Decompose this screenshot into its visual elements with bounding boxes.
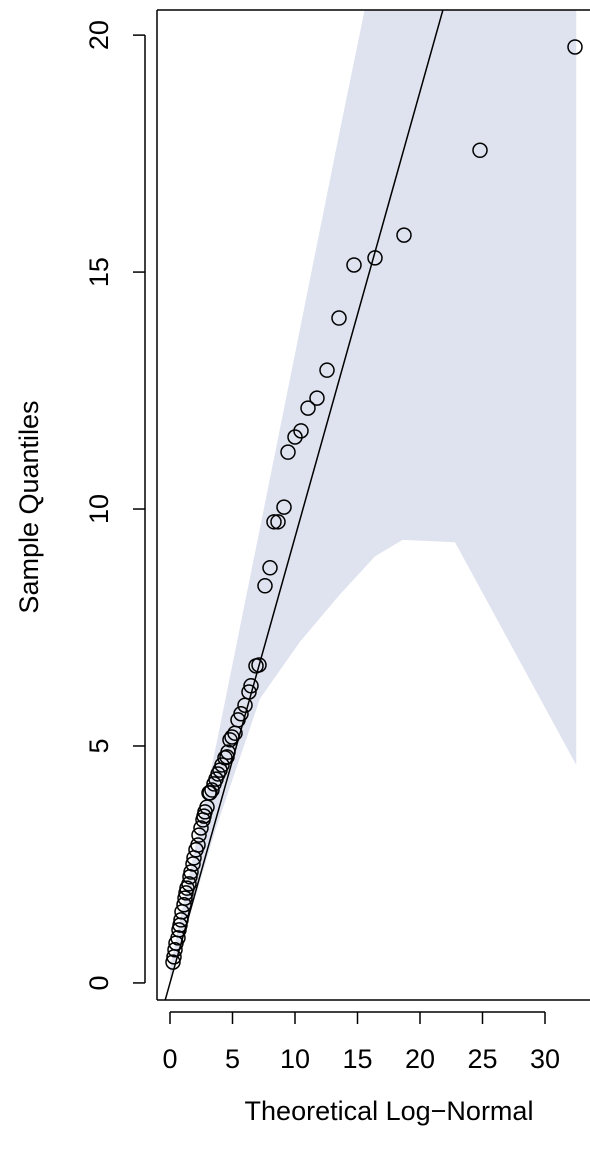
point xyxy=(183,864,199,880)
point xyxy=(214,757,230,773)
point xyxy=(396,227,412,243)
x-tick-label: 15 xyxy=(342,1044,372,1074)
plot-area xyxy=(164,10,577,1000)
y-tick-label: 20 xyxy=(84,20,114,50)
y-axis-label: Sample Quantiles xyxy=(14,400,44,613)
point xyxy=(567,39,583,55)
y-tick-label: 10 xyxy=(84,494,114,524)
x-tick-label: 30 xyxy=(530,1044,560,1074)
point xyxy=(185,856,201,872)
point xyxy=(367,250,383,266)
point xyxy=(204,782,220,798)
point xyxy=(300,400,316,416)
point xyxy=(191,827,207,843)
point xyxy=(257,578,273,594)
point xyxy=(472,142,488,159)
x-tick-label: 10 xyxy=(280,1044,310,1074)
point xyxy=(173,912,189,928)
point xyxy=(280,444,296,460)
point xyxy=(220,744,236,760)
x-tick-label: 0 xyxy=(162,1044,177,1074)
y-tick-label: 5 xyxy=(84,738,114,753)
x-tick-label: 25 xyxy=(467,1044,497,1074)
point xyxy=(190,837,206,853)
point xyxy=(202,785,218,801)
y-tick-label: 15 xyxy=(84,257,114,287)
point xyxy=(165,954,181,970)
point xyxy=(177,890,193,906)
point xyxy=(251,657,267,673)
point xyxy=(346,257,362,273)
x-tick-label: 20 xyxy=(405,1044,435,1074)
point xyxy=(243,678,259,694)
point xyxy=(224,729,240,745)
point xyxy=(319,362,335,378)
y-tick-label: 0 xyxy=(84,975,114,990)
point xyxy=(266,514,282,530)
reference-line xyxy=(164,10,444,1000)
point xyxy=(309,390,325,406)
point xyxy=(241,684,257,700)
confidence-band xyxy=(170,10,577,983)
point xyxy=(293,423,309,439)
point xyxy=(167,942,183,958)
point xyxy=(170,930,186,946)
point xyxy=(331,310,347,326)
point xyxy=(287,429,303,445)
point xyxy=(262,560,278,576)
x-axis-label: Theoretical Log−Normal xyxy=(245,1096,534,1126)
point xyxy=(176,896,192,913)
x-tick-label: 5 xyxy=(225,1044,240,1074)
point xyxy=(270,514,286,530)
point xyxy=(233,706,249,722)
point xyxy=(181,876,197,892)
point xyxy=(276,499,292,515)
point xyxy=(193,820,209,836)
